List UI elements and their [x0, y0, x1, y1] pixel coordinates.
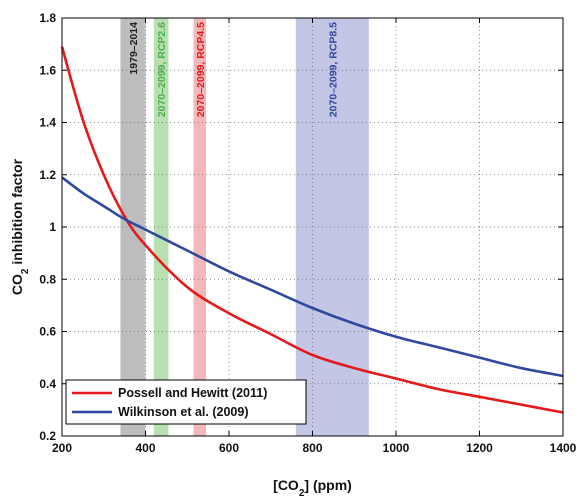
band-label-0: 1979–2014	[128, 22, 140, 75]
band-labels: 1979–2014 2070–2099, RCP2.6 2070–2099, RCP…	[128, 22, 339, 117]
band-3	[295, 18, 369, 436]
y-tick-label-0: 0.2	[39, 429, 56, 443]
y-tick-label-5: 1.2	[39, 168, 56, 182]
x-tick-label-0: 200	[52, 441, 72, 455]
y-tick-label-2: 0.6	[39, 325, 56, 339]
band-label-1: 2070–2099, RCP2.6	[156, 22, 168, 117]
series-line-0	[60, 46, 564, 414]
x-tick-label-2: 600	[219, 441, 239, 455]
x-axis-label: [CO2] (ppm)	[273, 477, 352, 499]
band-label-3: 2070–2099, RCP8.5	[327, 22, 339, 117]
x-tick-label-4: 1000	[383, 441, 410, 455]
y-tick-label-4: 1	[49, 220, 56, 234]
grid-lines	[62, 18, 563, 436]
series-line-1	[61, 176, 564, 378]
y-axis-label: CO2 inhibition factor	[9, 158, 31, 295]
x-tick-label-3: 800	[302, 441, 322, 455]
legend-label-1: Wilkinson et al. (2009)	[118, 405, 248, 419]
legend-label-0: Possell and Hewitt (2011)	[118, 386, 267, 400]
band-1	[153, 18, 169, 436]
y-tick-label-6: 1.4	[39, 116, 56, 130]
y-tick-label-7: 1.6	[39, 63, 56, 77]
legend-box	[65, 379, 307, 425]
y-tick-label-1: 0.4	[39, 377, 56, 391]
x-tick-label-1: 400	[135, 441, 155, 455]
x-tick-label-6: 1400	[550, 441, 577, 455]
x-tick-label-5: 1200	[466, 441, 493, 455]
band-label-2: 2070–2099, RCP4.5	[195, 22, 207, 117]
y-tick-label-8: 1.8	[39, 11, 56, 25]
legend: Possell and Hewitt (2011) Wilkinson et al…	[65, 379, 307, 425]
y-tick-label-3: 0.8	[39, 272, 56, 286]
data-series	[60, 46, 564, 414]
axis-ticks: 200 400 600 800 1000 1200 1400 0.2 0.4 0.6 0.8 1 1.2…	[39, 11, 576, 455]
